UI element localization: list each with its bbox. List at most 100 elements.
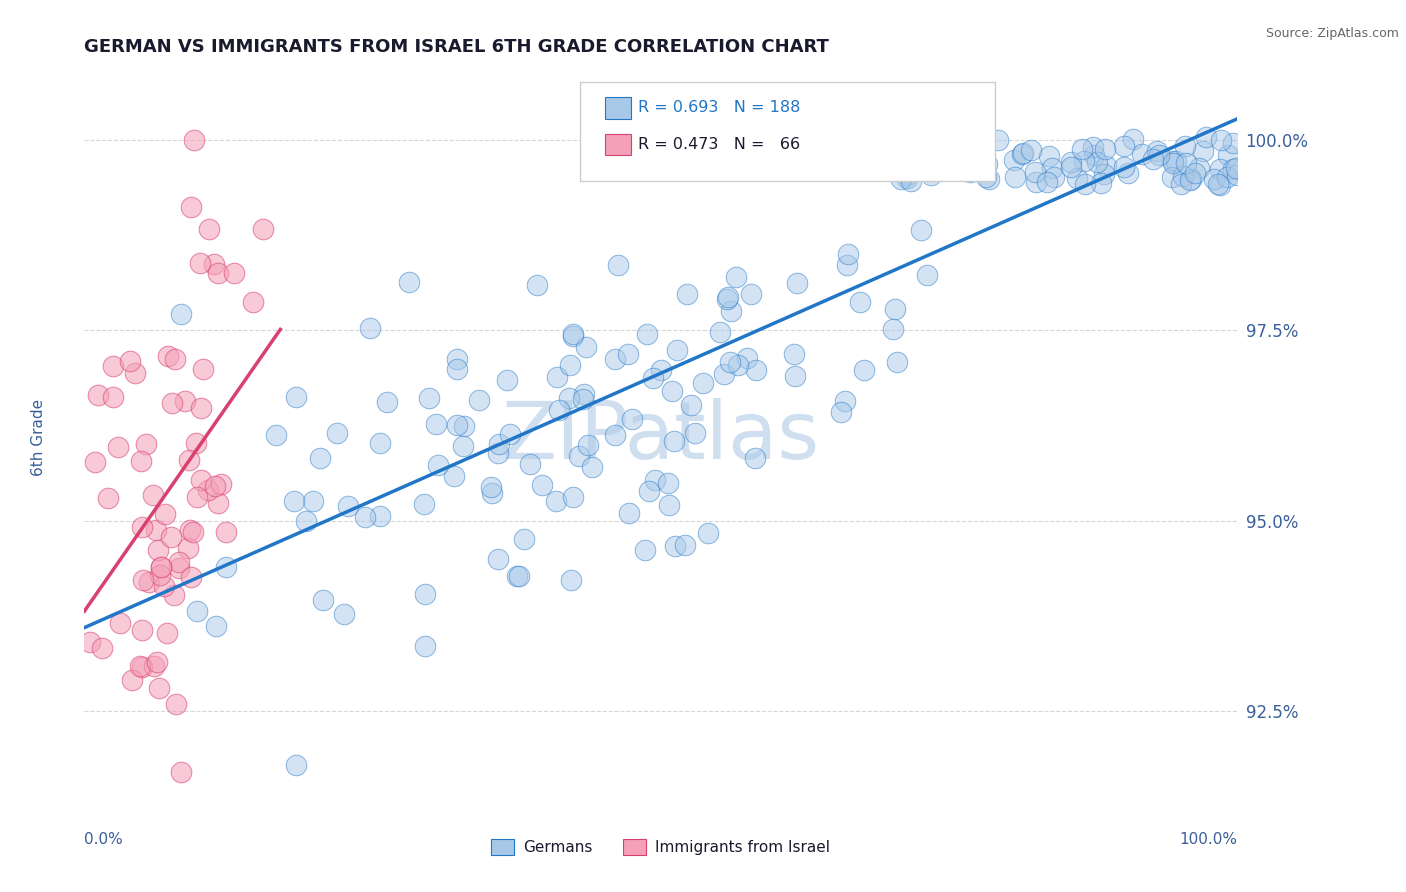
Point — [486, 446, 509, 460]
Point — [150, 559, 173, 574]
Point — [368, 509, 391, 524]
Point — [179, 453, 201, 467]
Point — [418, 392, 440, 406]
Point — [641, 371, 664, 385]
Point — [177, 541, 200, 556]
Point — [101, 359, 124, 373]
Point — [581, 459, 603, 474]
Point — [1225, 161, 1247, 175]
Point — [927, 134, 949, 148]
Point — [1147, 148, 1170, 162]
Point — [184, 436, 207, 450]
Point — [544, 494, 567, 508]
Text: ZIPatlas: ZIPatlas — [502, 398, 820, 476]
Point — [359, 321, 381, 335]
Point — [837, 247, 859, 261]
Point — [128, 659, 150, 673]
Point — [481, 485, 503, 500]
Point — [889, 171, 911, 186]
Point — [1040, 161, 1063, 176]
Point — [443, 468, 465, 483]
Point — [1222, 161, 1244, 176]
Point — [786, 276, 808, 290]
Point — [174, 394, 197, 409]
Point — [920, 169, 942, 183]
Point — [616, 347, 638, 361]
Point — [1209, 162, 1232, 177]
Point — [1192, 144, 1215, 158]
Point — [636, 326, 658, 341]
Point — [519, 457, 541, 471]
Point — [745, 363, 768, 377]
Point — [146, 655, 169, 669]
Point — [896, 171, 918, 186]
Point — [1094, 142, 1116, 156]
Point — [852, 363, 875, 377]
Point — [531, 478, 554, 492]
Point — [156, 625, 179, 640]
Point — [548, 402, 571, 417]
Point — [896, 168, 918, 182]
Point — [142, 659, 165, 673]
Point — [180, 569, 202, 583]
Point — [332, 607, 354, 622]
Point — [188, 256, 211, 270]
Point — [907, 159, 929, 173]
Point — [312, 592, 335, 607]
Point — [1038, 149, 1060, 163]
Point — [446, 418, 468, 433]
Point — [1025, 175, 1047, 189]
Text: Source: ZipAtlas.com: Source: ZipAtlas.com — [1265, 27, 1399, 40]
Point — [849, 294, 872, 309]
Point — [207, 496, 229, 510]
Legend: Germans, Immigrants from Israel: Germans, Immigrants from Israel — [485, 833, 837, 861]
Point — [976, 157, 998, 171]
Point — [1170, 177, 1192, 191]
Point — [427, 458, 450, 472]
Point — [1066, 171, 1088, 186]
Point — [568, 450, 591, 464]
Point — [657, 475, 679, 490]
Point — [124, 366, 146, 380]
Point — [925, 136, 948, 150]
Point — [499, 427, 522, 442]
Point — [1090, 176, 1112, 190]
Point — [1116, 166, 1139, 180]
Point — [186, 604, 208, 618]
Point — [974, 169, 997, 184]
Point — [198, 222, 221, 236]
Point — [1122, 131, 1144, 145]
Point — [120, 354, 142, 368]
Point — [180, 200, 202, 214]
Point — [129, 454, 152, 468]
Point — [1161, 154, 1184, 169]
Point — [1184, 166, 1206, 180]
Point — [1085, 155, 1108, 169]
Point — [264, 428, 287, 442]
Point — [1218, 148, 1240, 162]
Point — [1019, 144, 1042, 158]
FancyBboxPatch shape — [581, 82, 995, 181]
Point — [131, 623, 153, 637]
Point — [1142, 153, 1164, 167]
Point — [163, 588, 186, 602]
Point — [1004, 169, 1026, 184]
Point — [160, 395, 183, 409]
Text: 0.0%: 0.0% — [84, 832, 124, 847]
Point — [179, 523, 201, 537]
Point — [1188, 161, 1211, 176]
Point — [183, 133, 205, 147]
Point — [526, 278, 548, 293]
Point — [658, 498, 681, 512]
Point — [413, 497, 436, 511]
Point — [1083, 140, 1105, 154]
Point — [222, 266, 245, 280]
Point — [1092, 167, 1115, 181]
Point — [638, 484, 661, 499]
Point — [488, 437, 510, 451]
Point — [150, 560, 173, 574]
Point — [562, 490, 585, 504]
Point — [676, 286, 699, 301]
Point — [121, 673, 143, 687]
Point — [1083, 148, 1105, 162]
